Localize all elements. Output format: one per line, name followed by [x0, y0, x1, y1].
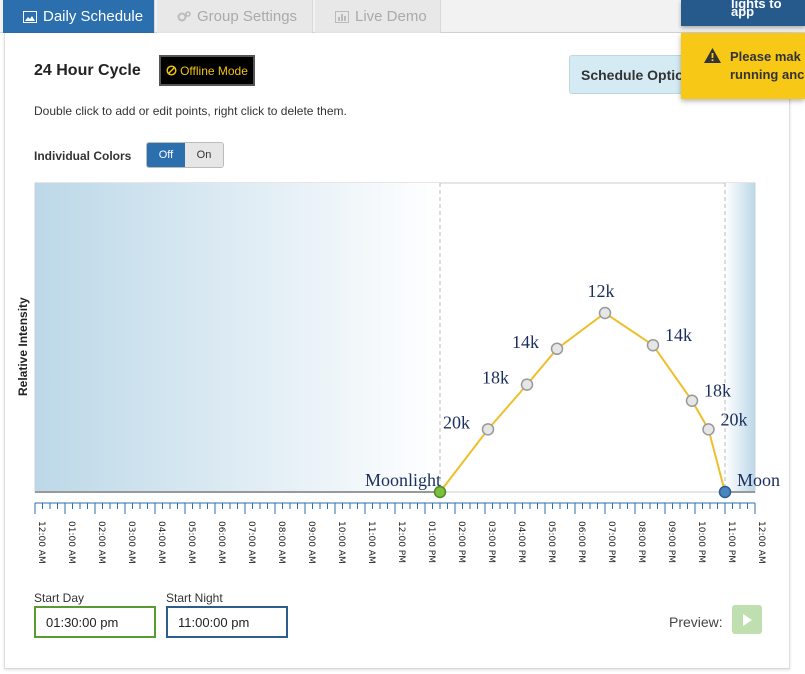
tab-label: Live Demo — [355, 8, 427, 25]
x-tick-label: 07:00 AM — [246, 521, 256, 564]
point-label: 18k — [704, 381, 731, 401]
toggle-on-button[interactable]: On — [185, 143, 223, 167]
tab-group-settings[interactable]: Group Settings — [157, 0, 313, 33]
data-point[interactable] — [702, 423, 715, 436]
warning-line: running anc — [730, 67, 805, 82]
start-night-label: Start Night — [166, 591, 223, 605]
x-tick-label: 08:00 AM — [276, 521, 286, 564]
data-point[interactable] — [598, 306, 612, 320]
x-tick-label: 08:00 PM — [636, 521, 646, 563]
x-tick-label: 10:00 PM — [696, 521, 706, 563]
point-label: 20k — [721, 409, 748, 429]
x-tick-label: 02:00 AM — [96, 521, 106, 564]
preview-label: Preview: — [669, 614, 723, 630]
offline-label: Offline Mode — [180, 63, 248, 78]
tab-live-demo[interactable]: Live Demo — [315, 0, 441, 33]
offline-mode-badge[interactable]: Offline Mode — [159, 55, 255, 86]
tab-label: Group Settings — [197, 8, 298, 25]
x-tick-label: 10:00 AM — [336, 521, 346, 564]
start-night-input[interactable] — [166, 606, 288, 638]
x-tick-label: 05:00 AM — [186, 521, 196, 564]
warning-text: Please mak running anc — [730, 48, 804, 84]
data-point[interactable] — [718, 485, 732, 499]
point-label: 14k — [665, 325, 692, 345]
start-day-label: Start Day — [34, 591, 85, 605]
x-tick-label: 02:00 PM — [456, 521, 466, 563]
x-tick-label: 01:00 PM — [426, 521, 436, 563]
start-day-input[interactable] — [34, 606, 156, 638]
ban-icon — [166, 65, 177, 76]
night-region-evening — [725, 183, 755, 492]
gears-icon — [177, 10, 191, 21]
x-tick-label: 03:00 AM — [126, 521, 136, 564]
point-label: Moon — [737, 470, 780, 490]
x-tick-label: 09:00 AM — [306, 521, 316, 564]
x-tick-label: 01:00 AM — [66, 521, 76, 564]
tab-label: Daily Schedule — [43, 8, 144, 25]
point-label: 14k — [512, 332, 539, 352]
x-tick-label: 09:00 PM — [666, 521, 676, 563]
notification-warning: Please mak running anc — [681, 33, 805, 99]
schedule-options-button[interactable]: Schedule Options — [569, 55, 699, 94]
instructions: Double click to add or edit points, righ… — [34, 104, 347, 118]
individual-colors-toggle[interactable]: Off On — [146, 142, 224, 168]
point-label: 18k — [482, 368, 509, 388]
x-tick-label: 12:00 AM — [756, 521, 766, 564]
point-label: Moonlight — [365, 470, 441, 490]
point-label: 12k — [588, 281, 615, 301]
tabs-bar: Daily Schedule Group Settings Live Demo — [0, 0, 805, 33]
x-tick-label: 06:00 AM — [216, 521, 226, 564]
x-tick-label: 06:00 PM — [576, 521, 586, 563]
notification-text: lights to app — [731, 0, 782, 19]
data-point[interactable] — [433, 485, 447, 499]
point-label: 20k — [443, 412, 470, 432]
night-region-morning — [35, 183, 440, 492]
data-point[interactable] — [481, 423, 495, 436]
preview-play-button[interactable] — [732, 605, 762, 634]
play-icon — [743, 613, 752, 626]
data-point[interactable] — [646, 338, 660, 352]
warning-line: Please mak — [730, 49, 801, 64]
x-tick-label: 12:00 AM — [36, 521, 46, 564]
x-tick-label: 11:00 PM — [726, 521, 736, 563]
x-tick-label: 12:00 PM — [396, 521, 406, 563]
x-tick-label: 04:00 AM — [156, 521, 166, 564]
x-tick-label: 03:00 PM — [486, 521, 496, 563]
x-tick-label: 07:00 PM — [606, 521, 616, 563]
bar-chart-icon — [335, 10, 349, 23]
warning-icon — [704, 48, 721, 63]
x-tick-label: 05:00 PM — [546, 521, 556, 563]
data-point[interactable] — [520, 378, 534, 391]
notification-info: lights to app — [681, 0, 805, 26]
x-tick-label: 11:00 AM — [366, 521, 376, 564]
x-tick-label: 04:00 PM — [516, 521, 526, 563]
image-icon — [23, 10, 37, 23]
individual-colors-label: Individual Colors — [34, 149, 132, 163]
tab-daily-schedule[interactable]: Daily Schedule — [3, 0, 155, 33]
toggle-off-button[interactable]: Off — [147, 143, 185, 167]
data-point[interactable] — [550, 342, 564, 356]
page-title: 24 Hour Cycle — [34, 62, 141, 79]
data-point[interactable] — [685, 394, 699, 407]
